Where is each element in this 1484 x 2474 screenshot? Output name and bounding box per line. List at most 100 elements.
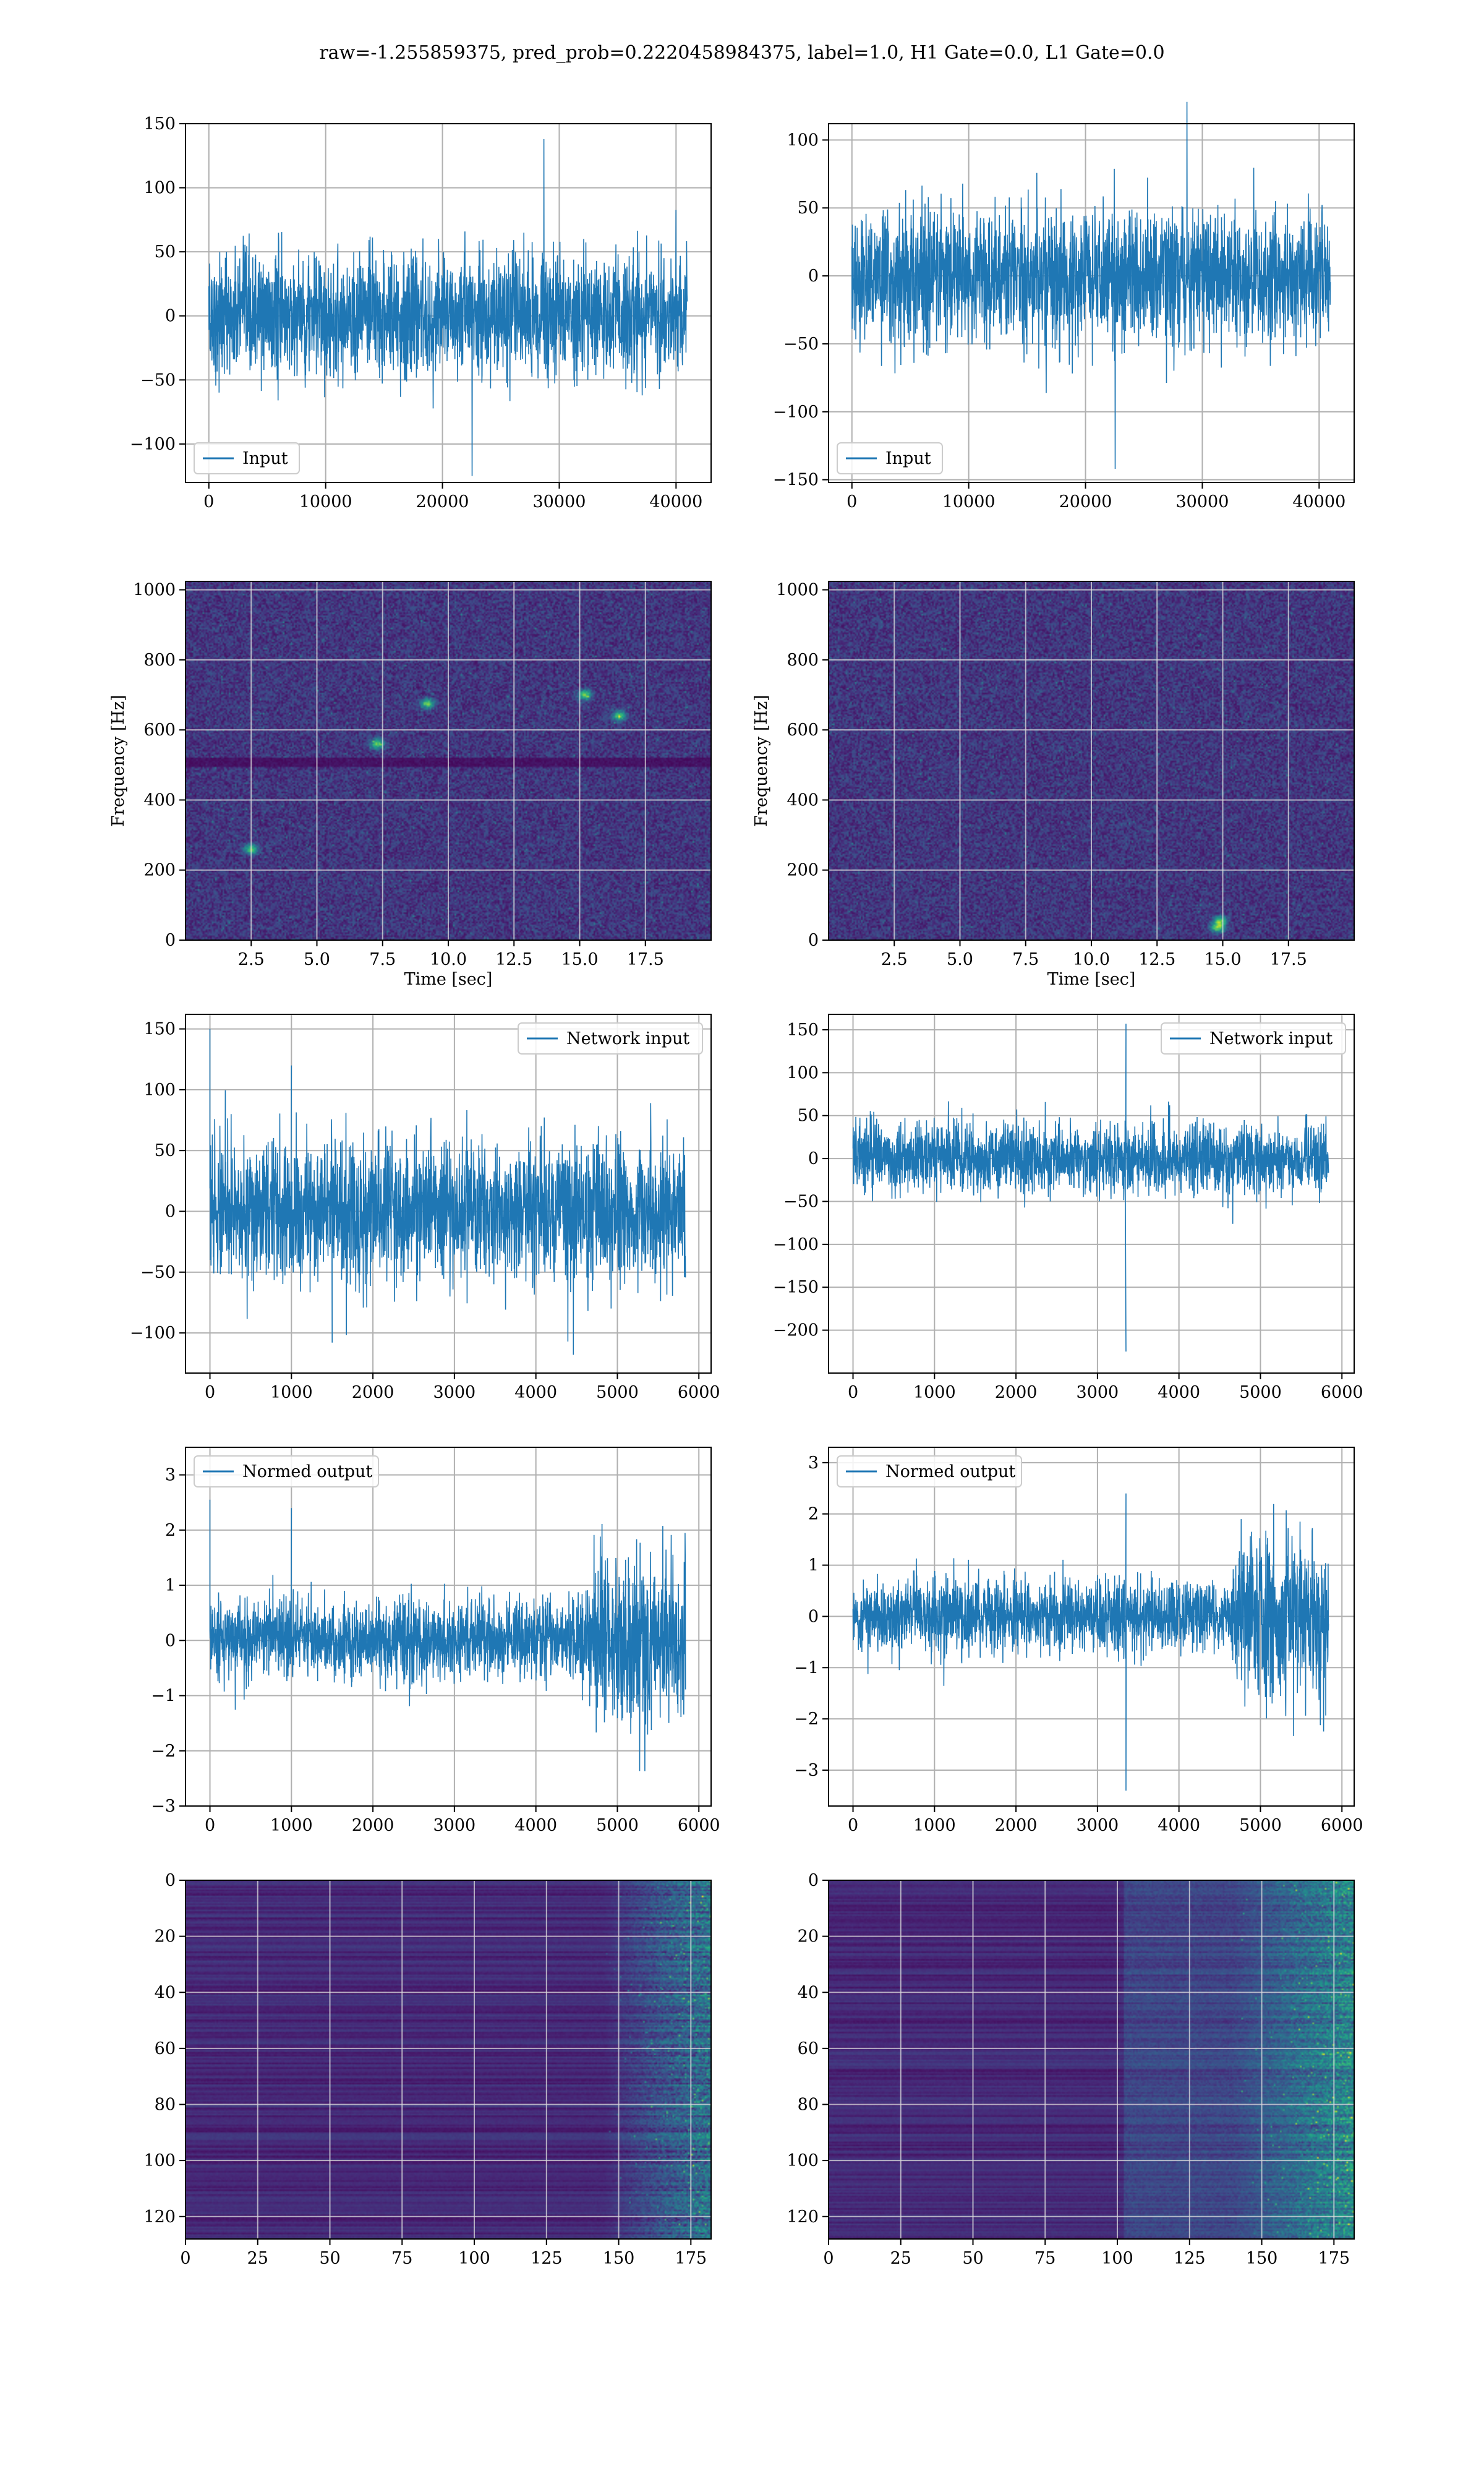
y-tick-label: 120 bbox=[143, 2207, 176, 2227]
y-tick-label: 600 bbox=[787, 721, 819, 740]
y-tick-label: 120 bbox=[787, 2207, 819, 2227]
figure-title: raw=-1.255859375, pred_prob=0.2220458984… bbox=[319, 42, 1165, 64]
y-axis-label: Frequency [Hz] bbox=[752, 695, 771, 826]
x-tick-label: 4000 bbox=[1158, 1816, 1200, 1835]
x-tick-label: 3000 bbox=[1077, 1383, 1119, 1402]
y-tick-label: 2 bbox=[165, 1521, 176, 1540]
y-axis-label: Frequency [Hz] bbox=[109, 695, 128, 826]
y-tick-label: 50 bbox=[155, 1141, 176, 1160]
x-tick-label: 5000 bbox=[596, 1816, 639, 1835]
y-tick-label: 2 bbox=[808, 1505, 819, 1524]
spectrogram-left: 2.5 5.0 7.5 10.0 12.5 15.0 17.5 0 200 400 600 800 10… bbox=[99, 538, 723, 989]
x-tick-label: 150 bbox=[603, 2249, 635, 2268]
x-tick-label: 0 bbox=[823, 2249, 834, 2268]
series-line bbox=[852, 1493, 1329, 1791]
plot-frame bbox=[828, 123, 1355, 483]
x-tick-label: 30000 bbox=[532, 492, 586, 511]
y-tick-label: 1 bbox=[165, 1576, 176, 1595]
x-tick-label: 10.0 bbox=[1073, 950, 1110, 969]
y-tick-label: 0 bbox=[165, 307, 176, 326]
plot-frame bbox=[185, 1014, 712, 1374]
y-tick-label: 50 bbox=[798, 199, 819, 218]
y-tick-label: 40 bbox=[155, 1983, 176, 2002]
y-tick-label: 100 bbox=[143, 179, 176, 198]
y-tick-label: −50 bbox=[783, 1192, 819, 1211]
chart-svg: 0 10000 20000 30000 40000 −100 −50 0 50 100 150 Inp… bbox=[130, 114, 712, 511]
legend-label: Input bbox=[242, 449, 288, 468]
y-tick-label: 0 bbox=[808, 267, 819, 286]
x-tick-label: 125 bbox=[1174, 2249, 1206, 2268]
x-tick-label: 20000 bbox=[1059, 492, 1112, 511]
y-tick-label: −1 bbox=[151, 1687, 176, 1706]
y-tick-label: 1000 bbox=[133, 581, 176, 600]
y-tick-label: 150 bbox=[787, 1021, 819, 1040]
grid-lines bbox=[828, 1880, 1354, 2239]
heatmap-image bbox=[186, 1880, 711, 2239]
plot-frame bbox=[828, 1014, 1355, 1374]
x-tick-label: 4000 bbox=[514, 1383, 557, 1402]
y-tick-label: −2 bbox=[794, 1710, 819, 1729]
y-tick-label: −100 bbox=[130, 1324, 176, 1343]
x-tick-label: 1000 bbox=[270, 1383, 313, 1402]
y-tick-label: 0 bbox=[808, 931, 819, 950]
legend-label: Network input bbox=[1209, 1029, 1333, 1048]
y-tick-label: 0 bbox=[808, 1149, 819, 1168]
y-tick-label: −2 bbox=[151, 1742, 176, 1761]
feature-map-left: 0 25 50 75 100 125 150 175 0 20 40 60 80 100 120 bbox=[99, 1837, 723, 2282]
y-tick-label: 60 bbox=[155, 2039, 176, 2058]
chart-svg: 2.5 5.0 7.5 10.0 12.5 15.0 17.5 0 200 400 600 800 10… bbox=[752, 581, 1355, 989]
x-tick-label: 0 bbox=[205, 1816, 215, 1835]
x-tick-label: 5000 bbox=[1239, 1816, 1282, 1835]
x-tick-label: 6000 bbox=[1321, 1816, 1363, 1835]
series-line bbox=[209, 1029, 686, 1355]
y-tick-label: −100 bbox=[773, 1235, 819, 1254]
y-tick-label: −100 bbox=[130, 435, 176, 454]
x-tick-label: 0 bbox=[848, 1383, 858, 1402]
y-tick-label: 150 bbox=[143, 1020, 176, 1039]
x-tick-label: 2000 bbox=[352, 1816, 394, 1835]
x-tick-label: 1000 bbox=[913, 1383, 956, 1402]
x-tick-label: 6000 bbox=[1321, 1383, 1363, 1402]
input-plot-right: 0 10000 20000 30000 40000 −150 −100 −50 0 50 100 In… bbox=[742, 80, 1367, 526]
y-tick-label: 1 bbox=[808, 1556, 819, 1575]
y-tick-label: 50 bbox=[155, 242, 176, 262]
y-tick-label: −100 bbox=[773, 403, 819, 422]
x-tick-label: 1000 bbox=[270, 1816, 313, 1835]
x-tick-label: 25 bbox=[247, 2249, 268, 2268]
y-tick-label: 40 bbox=[798, 1983, 819, 2002]
x-tick-label: 2000 bbox=[352, 1383, 394, 1402]
y-tick-label: 200 bbox=[787, 861, 819, 880]
x-tick-label: 175 bbox=[675, 2249, 707, 2268]
y-tick-label: 0 bbox=[165, 931, 176, 950]
y-tick-label: 0 bbox=[165, 1871, 176, 1890]
grid-lines bbox=[186, 581, 711, 941]
legend-box bbox=[194, 442, 300, 474]
y-tick-label: 3 bbox=[165, 1466, 176, 1485]
x-tick-label: 0 bbox=[203, 492, 214, 511]
y-tick-label: −200 bbox=[773, 1321, 819, 1340]
x-axis-label: Time [sec] bbox=[1047, 970, 1136, 989]
y-tick-label: 1000 bbox=[776, 581, 819, 600]
y-tick-label: −50 bbox=[140, 370, 176, 390]
legend: Network input bbox=[1161, 1022, 1346, 1055]
network-input-plot-right: 0 1000 2000 3000 4000 5000 6000 −200 −150 −100 −50… bbox=[742, 971, 1367, 1416]
y-tick-label: −150 bbox=[773, 1278, 819, 1297]
chart-svg: 0 10000 20000 30000 40000 −150 −100 −50 0 50 100 In… bbox=[773, 101, 1355, 511]
y-tick-label: 50 bbox=[798, 1106, 819, 1126]
y-tick-label: −3 bbox=[151, 1797, 176, 1816]
plot-frame bbox=[185, 123, 712, 483]
x-tick-label: 10000 bbox=[942, 492, 996, 511]
plot-frame bbox=[185, 1447, 712, 1807]
plot-frame bbox=[828, 581, 1355, 941]
legend-label: Input bbox=[885, 449, 931, 468]
x-tick-label: 40000 bbox=[1292, 492, 1345, 511]
x-tick-label: 10.0 bbox=[430, 950, 467, 969]
y-tick-label: 20 bbox=[798, 1927, 819, 1946]
chart-svg: 0 1000 2000 3000 4000 5000 6000 −3 −2 −1 0 1 2 3 Norme… bbox=[151, 1447, 720, 1835]
x-tick-label: 75 bbox=[391, 2249, 412, 2268]
x-tick-label: 40000 bbox=[649, 492, 702, 511]
y-tick-label: −150 bbox=[773, 471, 819, 490]
x-tick-label: 17.5 bbox=[1270, 950, 1307, 969]
y-tick-label: 60 bbox=[798, 2039, 819, 2058]
x-tick-label: 7.5 bbox=[1012, 950, 1039, 969]
